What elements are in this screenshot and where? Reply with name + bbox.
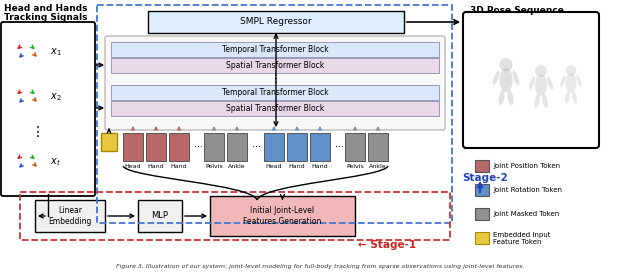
Ellipse shape <box>572 91 577 104</box>
Ellipse shape <box>535 74 547 96</box>
Bar <box>310 133 330 161</box>
Bar <box>210 196 355 236</box>
Bar <box>111 42 439 57</box>
Circle shape <box>535 65 547 77</box>
Text: Temporal Transformer Block: Temporal Transformer Block <box>221 45 328 54</box>
Bar <box>475 160 489 172</box>
Bar <box>475 184 489 196</box>
Text: Joint Rotation Token: Joint Rotation Token <box>493 187 562 193</box>
Bar <box>97 5 452 223</box>
Text: Spatial Transformer Block: Spatial Transformer Block <box>226 104 324 113</box>
Text: Initial Joint-Level
Features Generation: Initial Joint-Level Features Generation <box>243 206 322 226</box>
Text: Ankle: Ankle <box>228 164 246 169</box>
Text: ···: ··· <box>335 142 344 152</box>
Text: Linear
Embedding: Linear Embedding <box>48 206 92 226</box>
Bar <box>169 133 189 161</box>
Ellipse shape <box>493 70 499 85</box>
Circle shape <box>566 65 577 76</box>
FancyBboxPatch shape <box>1 22 95 196</box>
Text: ⋮: ⋮ <box>269 74 280 84</box>
Bar <box>345 133 365 161</box>
Text: Head: Head <box>125 164 141 169</box>
Bar <box>123 133 143 161</box>
Ellipse shape <box>508 90 513 105</box>
Text: Figure 3. Illustration of our system: joint-level modeling for full-body trackin: Figure 3. Illustration of our system: jo… <box>116 264 524 269</box>
Bar <box>20 192 450 240</box>
Bar <box>111 85 439 100</box>
Ellipse shape <box>547 76 553 89</box>
Text: ← Stage-1: ← Stage-1 <box>358 240 416 250</box>
Text: Head: Head <box>266 164 282 169</box>
Text: Ankle: Ankle <box>369 164 387 169</box>
Text: ⋮: ⋮ <box>31 125 45 139</box>
Text: Hand: Hand <box>289 164 305 169</box>
Ellipse shape <box>577 75 582 87</box>
Text: MLP: MLP <box>152 212 168 221</box>
Circle shape <box>499 58 513 71</box>
Text: Hand: Hand <box>148 164 164 169</box>
Text: SMPL Regressor: SMPL Regressor <box>240 17 312 26</box>
Text: Head and Hands: Head and Hands <box>4 4 88 13</box>
Ellipse shape <box>499 90 504 105</box>
Text: Temporal Transformer Block: Temporal Transformer Block <box>221 88 328 97</box>
Text: Pelvis: Pelvis <box>346 164 364 169</box>
FancyBboxPatch shape <box>105 36 445 130</box>
Ellipse shape <box>513 70 519 85</box>
Text: Joint Masked Token: Joint Masked Token <box>493 211 559 217</box>
Bar <box>264 133 284 161</box>
Ellipse shape <box>560 75 566 87</box>
Text: Spatial Transformer Block: Spatial Transformer Block <box>226 61 324 70</box>
Bar <box>35 200 105 232</box>
Bar <box>146 133 166 161</box>
Ellipse shape <box>542 94 548 108</box>
Text: Tracking Signals: Tracking Signals <box>4 13 88 22</box>
Text: Hand: Hand <box>171 164 188 169</box>
Bar <box>111 58 439 73</box>
FancyBboxPatch shape <box>463 12 599 148</box>
Text: $x_2$: $x_2$ <box>50 91 61 103</box>
Bar <box>204 133 224 161</box>
Ellipse shape <box>499 68 513 92</box>
Text: $x_1$: $x_1$ <box>50 46 61 58</box>
Bar <box>287 133 307 161</box>
Bar <box>368 133 388 161</box>
Ellipse shape <box>529 76 535 89</box>
Bar <box>475 208 489 220</box>
Bar <box>111 101 439 116</box>
Bar <box>227 133 247 161</box>
Text: ···: ··· <box>194 142 203 152</box>
Text: Joint Position Token: Joint Position Token <box>493 163 560 169</box>
Text: 3D Pose Sequence: 3D Pose Sequence <box>470 6 564 15</box>
Text: Hand: Hand <box>312 164 328 169</box>
Text: $x_t$: $x_t$ <box>50 156 61 168</box>
Ellipse shape <box>566 73 577 93</box>
Ellipse shape <box>565 91 570 104</box>
Bar <box>148 11 404 33</box>
Text: ···: ··· <box>252 142 261 152</box>
Text: Pelvis: Pelvis <box>205 164 223 169</box>
Bar <box>138 200 182 232</box>
Ellipse shape <box>534 94 540 108</box>
Text: Stage-2: Stage-2 <box>462 173 508 183</box>
Bar <box>101 133 117 151</box>
Bar <box>475 232 489 244</box>
Text: Embedded Input
Feature Token: Embedded Input Feature Token <box>493 231 550 245</box>
